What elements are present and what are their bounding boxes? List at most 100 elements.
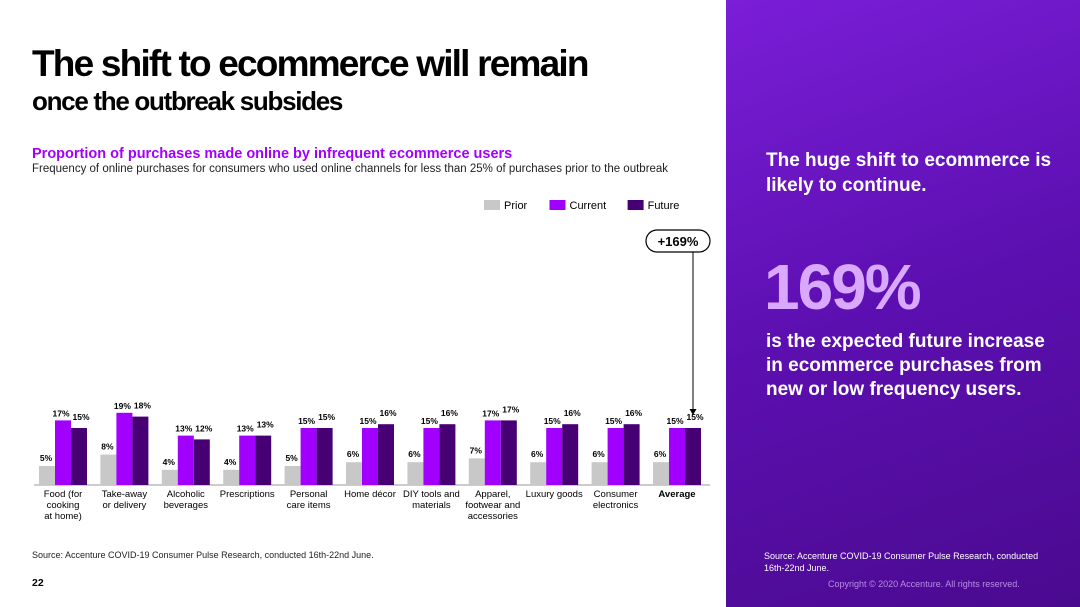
page-number: 22 [32,577,44,589]
bar-future [439,424,455,485]
bar-prior [469,458,485,485]
category-label: Average [658,489,695,500]
bar-prior [346,462,362,485]
category-label: Apparel, [475,489,510,500]
slide-title-line1: The shift to ecommerce will remain [32,44,588,84]
data-label: 6% [347,449,360,459]
data-label: 6% [654,449,667,459]
data-label: 17% [502,404,519,414]
category-label: Take-away [102,489,148,500]
data-label: 15% [72,412,89,422]
data-label: 15% [318,412,335,422]
category-label: Alcoholic [167,489,205,500]
data-label: 19% [114,401,131,411]
category-label: beverages [164,500,209,511]
data-label: 15% [686,412,703,422]
data-label: 6% [408,449,421,459]
bar-current [669,428,685,485]
category-label: footwear and [465,500,520,511]
data-label: 16% [441,408,458,418]
bar-current [362,428,378,485]
copyright: Copyright © 2020 Accenture. All rights r… [828,579,1020,589]
data-label: 15% [544,416,561,426]
panel-big-number: 169% [764,252,920,322]
category-label: or delivery [102,500,146,511]
chart-description: Frequency of online purchases for consum… [32,163,668,175]
slide-title-line2: once the outbreak subsides [32,86,342,116]
data-label: 13% [175,424,192,434]
legend-label: Future [648,200,680,212]
data-label: 16% [379,408,396,418]
data-label: 17% [52,408,69,418]
bar-prior [162,470,178,485]
bar-current [178,436,194,485]
bar-current [608,428,624,485]
bar-future [501,420,517,485]
bar-future [71,428,87,485]
data-label: 15% [359,416,376,426]
data-label: 5% [40,453,53,463]
data-label: 16% [625,408,642,418]
data-label: 8% [101,442,114,452]
bar-future [562,424,578,485]
bar-prior [653,462,669,485]
category-label: materials [412,500,451,511]
bar-prior [39,466,55,485]
legend-swatch-future [628,200,644,210]
data-label: 15% [421,416,438,426]
bar-prior [223,470,239,485]
chart-subtitle: Proportion of purchases made online by i… [32,146,512,162]
bar-current [301,428,317,485]
legend-label: Prior [504,200,528,212]
bar-prior [100,455,116,485]
bar-current [423,428,439,485]
side-panel: The huge shift to ecommerce is likely to… [726,0,1080,607]
bar-prior [592,462,608,485]
bar-future [378,424,394,485]
category-label: Prescriptions [220,489,275,500]
bar-future [132,417,148,485]
panel-body-text: is the expected future increase in ecomm… [766,330,1046,402]
category-label: accessories [468,511,518,522]
bar-future [685,428,701,485]
bar-future [255,436,271,485]
data-label: 4% [224,457,237,467]
slide-source: Source: Accenture COVID-19 Consumer Puls… [32,550,374,560]
bar-future [194,439,210,485]
category-label: electronics [593,500,639,511]
data-label: 6% [592,449,605,459]
bar-current [485,420,501,485]
data-label: 7% [470,445,483,455]
data-label: 17% [482,408,499,418]
data-label: 6% [531,449,544,459]
panel-source: Source: Accenture COVID-19 Consumer Puls… [764,550,1044,574]
category-label: Home décor [344,489,396,500]
bar-current [546,428,562,485]
data-label: 12% [195,423,212,433]
data-label: 15% [605,416,622,426]
bar-current [55,420,71,485]
data-label: 13% [237,424,254,434]
category-label: Personal [290,489,328,500]
bar-prior [407,462,423,485]
category-label: at home) [44,511,82,522]
panel-headline: The huge shift to ecommerce is likely to… [766,148,1056,198]
bar-prior [285,466,301,485]
legend-swatch-current [550,200,566,210]
bar-future [624,424,640,485]
category-label: care items [287,500,331,511]
legend-swatch-prior [484,200,500,210]
category-label: Food (for [44,489,83,500]
category-label: Consumer [594,489,638,500]
data-label: 16% [564,408,581,418]
bar-future [317,428,333,485]
data-label: 5% [285,453,298,463]
bar-prior [530,462,546,485]
category-label: DIY tools and [403,489,460,500]
category-label: cooking [47,500,80,511]
annotation-label: +169% [658,234,699,249]
data-label: 15% [298,416,315,426]
data-label: 13% [257,420,274,430]
data-label: 18% [134,401,151,411]
data-label: 15% [666,416,683,426]
